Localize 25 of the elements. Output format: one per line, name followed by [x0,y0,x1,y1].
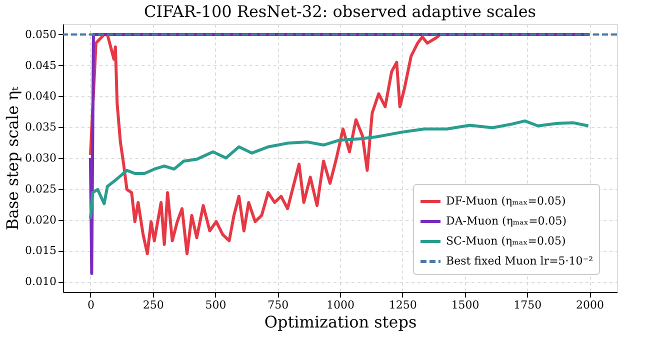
y-tick-label: 0.020 [25,213,56,226]
y-tick-label: 0.015 [25,244,56,258]
y-tick-label: 0.045 [25,58,56,72]
x-tick-label: 1750 [514,298,542,312]
x-tick-label: 250 [142,298,164,312]
y-tick-label: 0.025 [25,182,56,196]
y-tick-label: 0.030 [25,152,56,164]
x-tick-label: 2000 [576,298,604,312]
chart-title: CIFAR-100 ResNet-32: observed adaptive scales [144,2,536,21]
x-tick-label: 750 [268,298,289,312]
x-tick-label: 0 [87,298,94,312]
legend-label: Best fixed Muon lr=5·10⁻² [446,254,593,268]
y-tick-label: 0.040 [25,90,56,103]
legend-label: DA-Muon (ηₘₐₓ=0.05) [446,214,567,228]
y-tick-label: 0.050 [25,28,56,41]
x-tick-label: 500 [205,298,226,312]
legend-label: DF-Muon (ηₘₐₓ=0.05) [446,194,566,208]
legend-label: SC-Muon (ηₘₐₓ=0.05) [446,234,566,248]
x-axis-title: Optimization steps [264,312,417,332]
x-tick-label: 1000 [326,298,354,312]
x-tick-label: 1500 [451,298,480,312]
y-tick-label: 0.010 [25,275,56,288]
y-tick-label: 0.035 [25,120,56,134]
y-axis-title: Base step scale ηₜ [3,86,22,230]
x-tick-label: 1250 [388,298,417,312]
